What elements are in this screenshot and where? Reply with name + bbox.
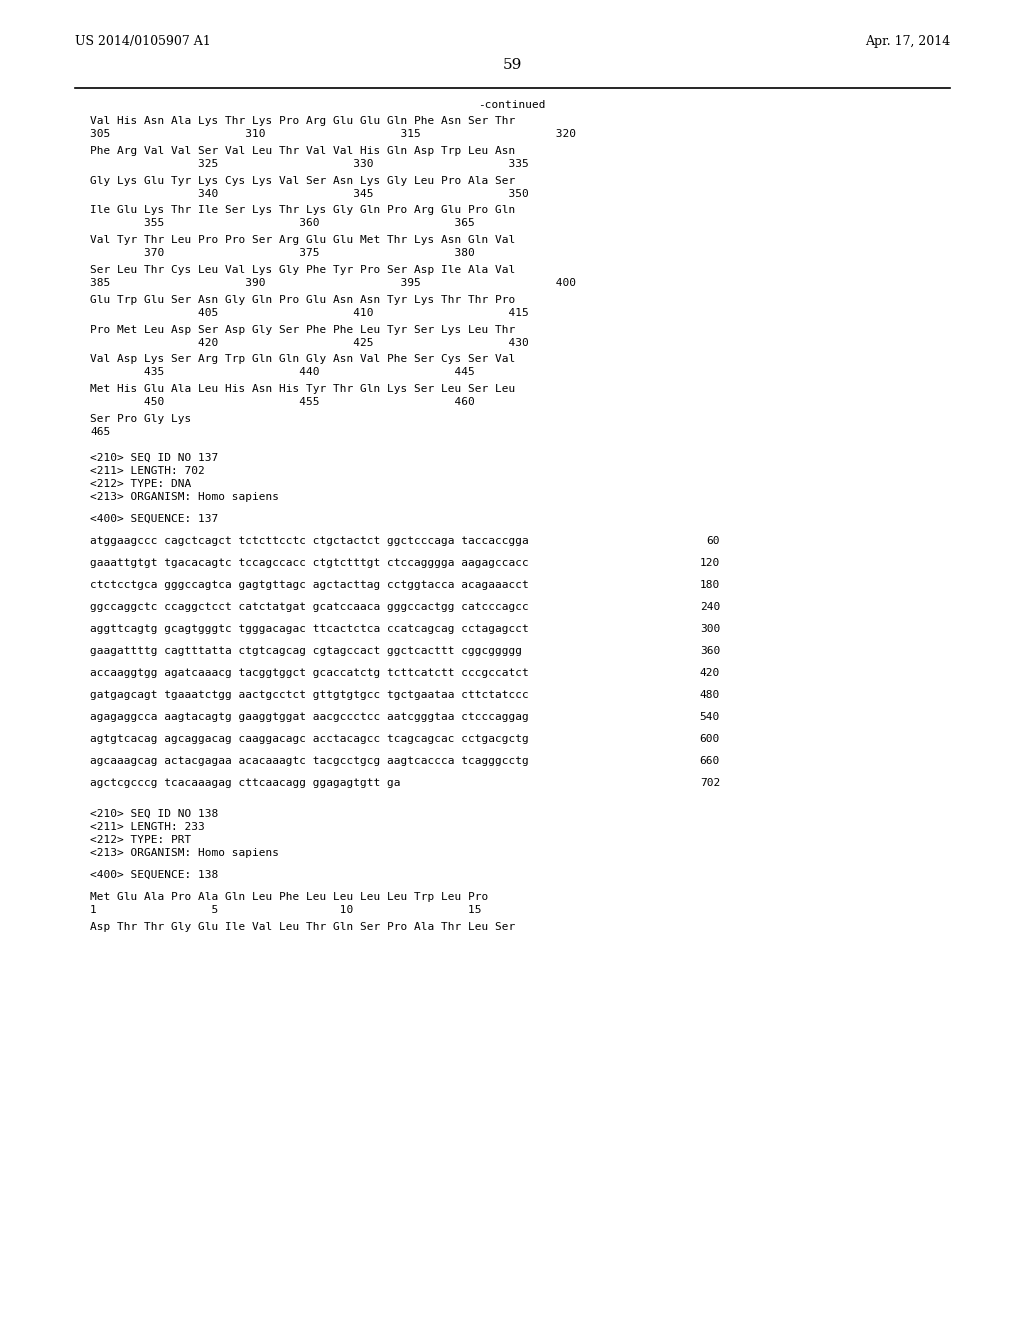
Text: Pro Met Leu Asp Ser Asp Gly Ser Phe Phe Leu Tyr Ser Lys Leu Thr: Pro Met Leu Asp Ser Asp Gly Ser Phe Phe … — [90, 325, 515, 334]
Text: Phe Arg Val Val Ser Val Leu Thr Val Val His Gln Asp Trp Leu Asn: Phe Arg Val Val Ser Val Leu Thr Val Val … — [90, 145, 515, 156]
Text: 435                    440                    445: 435 440 445 — [90, 367, 475, 378]
Text: <400> SEQUENCE: 137: <400> SEQUENCE: 137 — [90, 513, 218, 524]
Text: aggttcagtg gcagtgggtc tgggacagac ttcactctca ccatcagcag cctagagcct: aggttcagtg gcagtgggtc tgggacagac ttcactc… — [90, 624, 528, 634]
Text: Met His Glu Ala Leu His Asn His Tyr Thr Gln Lys Ser Leu Ser Leu: Met His Glu Ala Leu His Asn His Tyr Thr … — [90, 384, 515, 395]
Text: <210> SEQ ID NO 137: <210> SEQ ID NO 137 — [90, 453, 218, 463]
Text: 480: 480 — [699, 690, 720, 700]
Text: agctcgcccg tcacaaagag cttcaacagg ggagagtgtt ga: agctcgcccg tcacaaagag cttcaacagg ggagagt… — [90, 777, 400, 788]
Text: US 2014/0105907 A1: US 2014/0105907 A1 — [75, 36, 211, 48]
Text: Ile Glu Lys Thr Ile Ser Lys Thr Lys Gly Gln Pro Arg Glu Pro Gln: Ile Glu Lys Thr Ile Ser Lys Thr Lys Gly … — [90, 206, 515, 215]
Text: 370                    375                    380: 370 375 380 — [90, 248, 475, 259]
Text: 300: 300 — [699, 624, 720, 634]
Text: 1                 5                  10                 15: 1 5 10 15 — [90, 904, 481, 915]
Text: <400> SEQUENCE: 138: <400> SEQUENCE: 138 — [90, 870, 218, 880]
Text: <213> ORGANISM: Homo sapiens: <213> ORGANISM: Homo sapiens — [90, 492, 279, 502]
Text: 465: 465 — [90, 426, 111, 437]
Text: 340                    345                    350: 340 345 350 — [90, 189, 528, 198]
Text: Glu Trp Glu Ser Asn Gly Gln Pro Glu Asn Asn Tyr Lys Thr Thr Pro: Glu Trp Glu Ser Asn Gly Gln Pro Glu Asn … — [90, 294, 515, 305]
Text: 405                    410                    415: 405 410 415 — [90, 308, 528, 318]
Text: 325                    330                    335: 325 330 335 — [90, 158, 528, 169]
Text: atggaagccc cagctcagct tctcttcctc ctgctactct ggctcccaga taccaccgga: atggaagccc cagctcagct tctcttcctc ctgctac… — [90, 536, 528, 545]
Text: Val Tyr Thr Leu Pro Pro Ser Arg Glu Glu Met Thr Lys Asn Gln Val: Val Tyr Thr Leu Pro Pro Ser Arg Glu Glu … — [90, 235, 515, 246]
Text: ctctcctgca gggccagtca gagtgttagc agctacttag cctggtacca acagaaacct: ctctcctgca gggccagtca gagtgttagc agctact… — [90, 579, 528, 590]
Text: Asp Thr Thr Gly Glu Ile Val Leu Thr Gln Ser Pro Ala Thr Leu Ser: Asp Thr Thr Gly Glu Ile Val Leu Thr Gln … — [90, 921, 515, 932]
Text: accaaggtgg agatcaaacg tacggtggct gcaccatctg tcttcatctt cccgccatct: accaaggtgg agatcaaacg tacggtggct gcaccat… — [90, 668, 528, 677]
Text: Ser Leu Thr Cys Leu Val Lys Gly Phe Tyr Pro Ser Asp Ile Ala Val: Ser Leu Thr Cys Leu Val Lys Gly Phe Tyr … — [90, 265, 515, 275]
Text: <211> LENGTH: 233: <211> LENGTH: 233 — [90, 822, 205, 832]
Text: 450                    455                    460: 450 455 460 — [90, 397, 475, 407]
Text: Gly Lys Glu Tyr Lys Cys Lys Val Ser Asn Lys Gly Leu Pro Ala Ser: Gly Lys Glu Tyr Lys Cys Lys Val Ser Asn … — [90, 176, 515, 186]
Text: agtgtcacag agcaggacag caaggacagc acctacagcc tcagcagcac cctgacgctg: agtgtcacag agcaggacag caaggacagc acctaca… — [90, 734, 528, 743]
Text: 305                    310                    315                    320: 305 310 315 320 — [90, 129, 575, 139]
Text: <210> SEQ ID NO 138: <210> SEQ ID NO 138 — [90, 809, 218, 818]
Text: 120: 120 — [699, 558, 720, 568]
Text: agcaaagcag actacgagaa acacaaagtc tacgcctgcg aagtcaccca tcagggcctg: agcaaagcag actacgagaa acacaaagtc tacgcct… — [90, 756, 528, 766]
Text: 180: 180 — [699, 579, 720, 590]
Text: -continued: -continued — [478, 100, 546, 110]
Text: <211> LENGTH: 702: <211> LENGTH: 702 — [90, 466, 205, 475]
Text: agagaggcca aagtacagtg gaaggtggat aacgccctcc aatcgggtaa ctcccaggag: agagaggcca aagtacagtg gaaggtggat aacgccc… — [90, 711, 528, 722]
Text: 702: 702 — [699, 777, 720, 788]
Text: 59: 59 — [503, 58, 521, 73]
Text: gaagattttg cagtttatta ctgtcagcag cgtagccact ggctcacttt cggcggggg: gaagattttg cagtttatta ctgtcagcag cgtagcc… — [90, 645, 522, 656]
Text: 385                    390                    395                    400: 385 390 395 400 — [90, 279, 575, 288]
Text: Val Asp Lys Ser Arg Trp Gln Gln Gly Asn Val Phe Ser Cys Ser Val: Val Asp Lys Ser Arg Trp Gln Gln Gly Asn … — [90, 354, 515, 364]
Text: Apr. 17, 2014: Apr. 17, 2014 — [864, 36, 950, 48]
Text: ggccaggctc ccaggctcct catctatgat gcatccaaca gggccactgg catcccagcc: ggccaggctc ccaggctcct catctatgat gcatcca… — [90, 602, 528, 611]
Text: gatgagcagt tgaaatctgg aactgcctct gttgtgtgcc tgctgaataa cttctatccc: gatgagcagt tgaaatctgg aactgcctct gttgtgt… — [90, 690, 528, 700]
Text: Val His Asn Ala Lys Thr Lys Pro Arg Glu Glu Gln Phe Asn Ser Thr: Val His Asn Ala Lys Thr Lys Pro Arg Glu … — [90, 116, 515, 125]
Text: 600: 600 — [699, 734, 720, 743]
Text: 540: 540 — [699, 711, 720, 722]
Text: gaaattgtgt tgacacagtc tccagccacc ctgtctttgt ctccagggga aagagccacc: gaaattgtgt tgacacagtc tccagccacc ctgtctt… — [90, 558, 528, 568]
Text: 355                    360                    365: 355 360 365 — [90, 218, 475, 228]
Text: 420: 420 — [699, 668, 720, 677]
Text: <213> ORGANISM: Homo sapiens: <213> ORGANISM: Homo sapiens — [90, 847, 279, 858]
Text: <212> TYPE: PRT: <212> TYPE: PRT — [90, 834, 191, 845]
Text: 60: 60 — [707, 536, 720, 545]
Text: 360: 360 — [699, 645, 720, 656]
Text: Ser Pro Gly Lys: Ser Pro Gly Lys — [90, 414, 191, 424]
Text: 660: 660 — [699, 756, 720, 766]
Text: Met Glu Ala Pro Ala Gln Leu Phe Leu Leu Leu Leu Trp Leu Pro: Met Glu Ala Pro Ala Gln Leu Phe Leu Leu … — [90, 892, 488, 902]
Text: <212> TYPE: DNA: <212> TYPE: DNA — [90, 479, 191, 488]
Text: 240: 240 — [699, 602, 720, 611]
Text: 420                    425                    430: 420 425 430 — [90, 338, 528, 347]
